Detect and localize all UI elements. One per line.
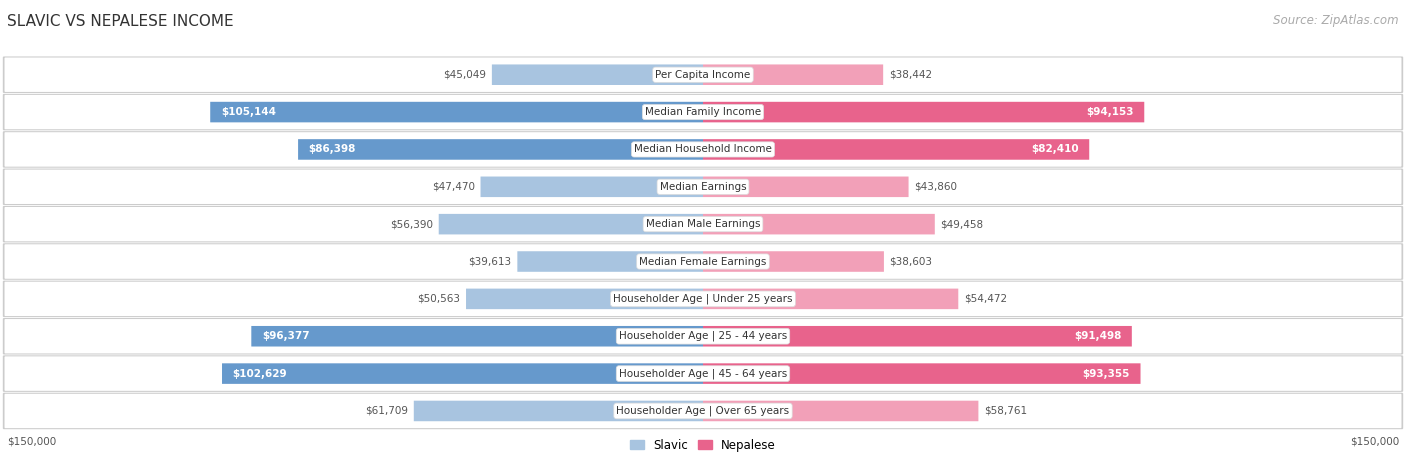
- Text: Source: ZipAtlas.com: Source: ZipAtlas.com: [1274, 14, 1399, 27]
- FancyBboxPatch shape: [6, 356, 1400, 391]
- Text: $58,761: $58,761: [984, 406, 1028, 416]
- FancyBboxPatch shape: [465, 289, 703, 309]
- FancyBboxPatch shape: [703, 289, 959, 309]
- FancyBboxPatch shape: [703, 363, 1140, 384]
- Text: $94,153: $94,153: [1087, 107, 1133, 117]
- FancyBboxPatch shape: [4, 318, 1402, 354]
- Text: $150,000: $150,000: [1350, 436, 1399, 446]
- Text: $50,563: $50,563: [418, 294, 460, 304]
- Text: $38,603: $38,603: [890, 256, 932, 267]
- FancyBboxPatch shape: [439, 214, 703, 234]
- FancyBboxPatch shape: [413, 401, 703, 421]
- FancyBboxPatch shape: [6, 57, 1400, 92]
- FancyBboxPatch shape: [6, 319, 1400, 354]
- Text: $61,709: $61,709: [366, 406, 408, 416]
- Text: $102,629: $102,629: [232, 368, 287, 379]
- Text: Householder Age | 45 - 64 years: Householder Age | 45 - 64 years: [619, 368, 787, 379]
- FancyBboxPatch shape: [211, 102, 703, 122]
- FancyBboxPatch shape: [4, 132, 1402, 167]
- Text: $45,049: $45,049: [443, 70, 486, 80]
- Text: Median Female Earnings: Median Female Earnings: [640, 256, 766, 267]
- FancyBboxPatch shape: [4, 281, 1402, 317]
- Text: Householder Age | 25 - 44 years: Householder Age | 25 - 44 years: [619, 331, 787, 341]
- FancyBboxPatch shape: [298, 139, 703, 160]
- Text: $93,355: $93,355: [1083, 368, 1130, 379]
- FancyBboxPatch shape: [703, 401, 979, 421]
- FancyBboxPatch shape: [6, 95, 1400, 129]
- FancyBboxPatch shape: [4, 206, 1402, 242]
- FancyBboxPatch shape: [703, 326, 1132, 347]
- FancyBboxPatch shape: [703, 64, 883, 85]
- Text: $43,860: $43,860: [914, 182, 957, 192]
- Text: $54,472: $54,472: [965, 294, 1007, 304]
- Text: $150,000: $150,000: [7, 436, 56, 446]
- Text: $91,498: $91,498: [1074, 331, 1121, 341]
- FancyBboxPatch shape: [4, 94, 1402, 130]
- Text: $56,390: $56,390: [389, 219, 433, 229]
- Text: Median Household Income: Median Household Income: [634, 144, 772, 155]
- FancyBboxPatch shape: [6, 170, 1400, 204]
- Text: Householder Age | Under 25 years: Householder Age | Under 25 years: [613, 294, 793, 304]
- Text: Median Family Income: Median Family Income: [645, 107, 761, 117]
- FancyBboxPatch shape: [481, 177, 703, 197]
- FancyBboxPatch shape: [252, 326, 703, 347]
- Text: Median Earnings: Median Earnings: [659, 182, 747, 192]
- FancyBboxPatch shape: [6, 207, 1400, 241]
- FancyBboxPatch shape: [703, 139, 1090, 160]
- FancyBboxPatch shape: [703, 177, 908, 197]
- Text: $38,442: $38,442: [889, 70, 932, 80]
- Text: $49,458: $49,458: [941, 219, 984, 229]
- FancyBboxPatch shape: [4, 169, 1402, 205]
- FancyBboxPatch shape: [703, 214, 935, 234]
- FancyBboxPatch shape: [4, 356, 1402, 391]
- Legend: Slavic, Nepalese: Slavic, Nepalese: [626, 434, 780, 456]
- FancyBboxPatch shape: [4, 393, 1402, 429]
- Text: Median Male Earnings: Median Male Earnings: [645, 219, 761, 229]
- Text: $82,410: $82,410: [1031, 144, 1078, 155]
- Text: Householder Age | Over 65 years: Householder Age | Over 65 years: [616, 406, 790, 416]
- Text: $96,377: $96,377: [262, 331, 309, 341]
- Text: $105,144: $105,144: [221, 107, 276, 117]
- FancyBboxPatch shape: [4, 244, 1402, 279]
- FancyBboxPatch shape: [703, 251, 884, 272]
- Text: $39,613: $39,613: [468, 256, 512, 267]
- FancyBboxPatch shape: [6, 282, 1400, 316]
- Text: $86,398: $86,398: [309, 144, 356, 155]
- FancyBboxPatch shape: [517, 251, 703, 272]
- FancyBboxPatch shape: [4, 57, 1402, 92]
- FancyBboxPatch shape: [6, 244, 1400, 279]
- Text: Per Capita Income: Per Capita Income: [655, 70, 751, 80]
- Text: SLAVIC VS NEPALESE INCOME: SLAVIC VS NEPALESE INCOME: [7, 14, 233, 29]
- FancyBboxPatch shape: [6, 132, 1400, 167]
- FancyBboxPatch shape: [492, 64, 703, 85]
- FancyBboxPatch shape: [6, 394, 1400, 428]
- FancyBboxPatch shape: [703, 102, 1144, 122]
- Text: $47,470: $47,470: [432, 182, 475, 192]
- FancyBboxPatch shape: [222, 363, 703, 384]
